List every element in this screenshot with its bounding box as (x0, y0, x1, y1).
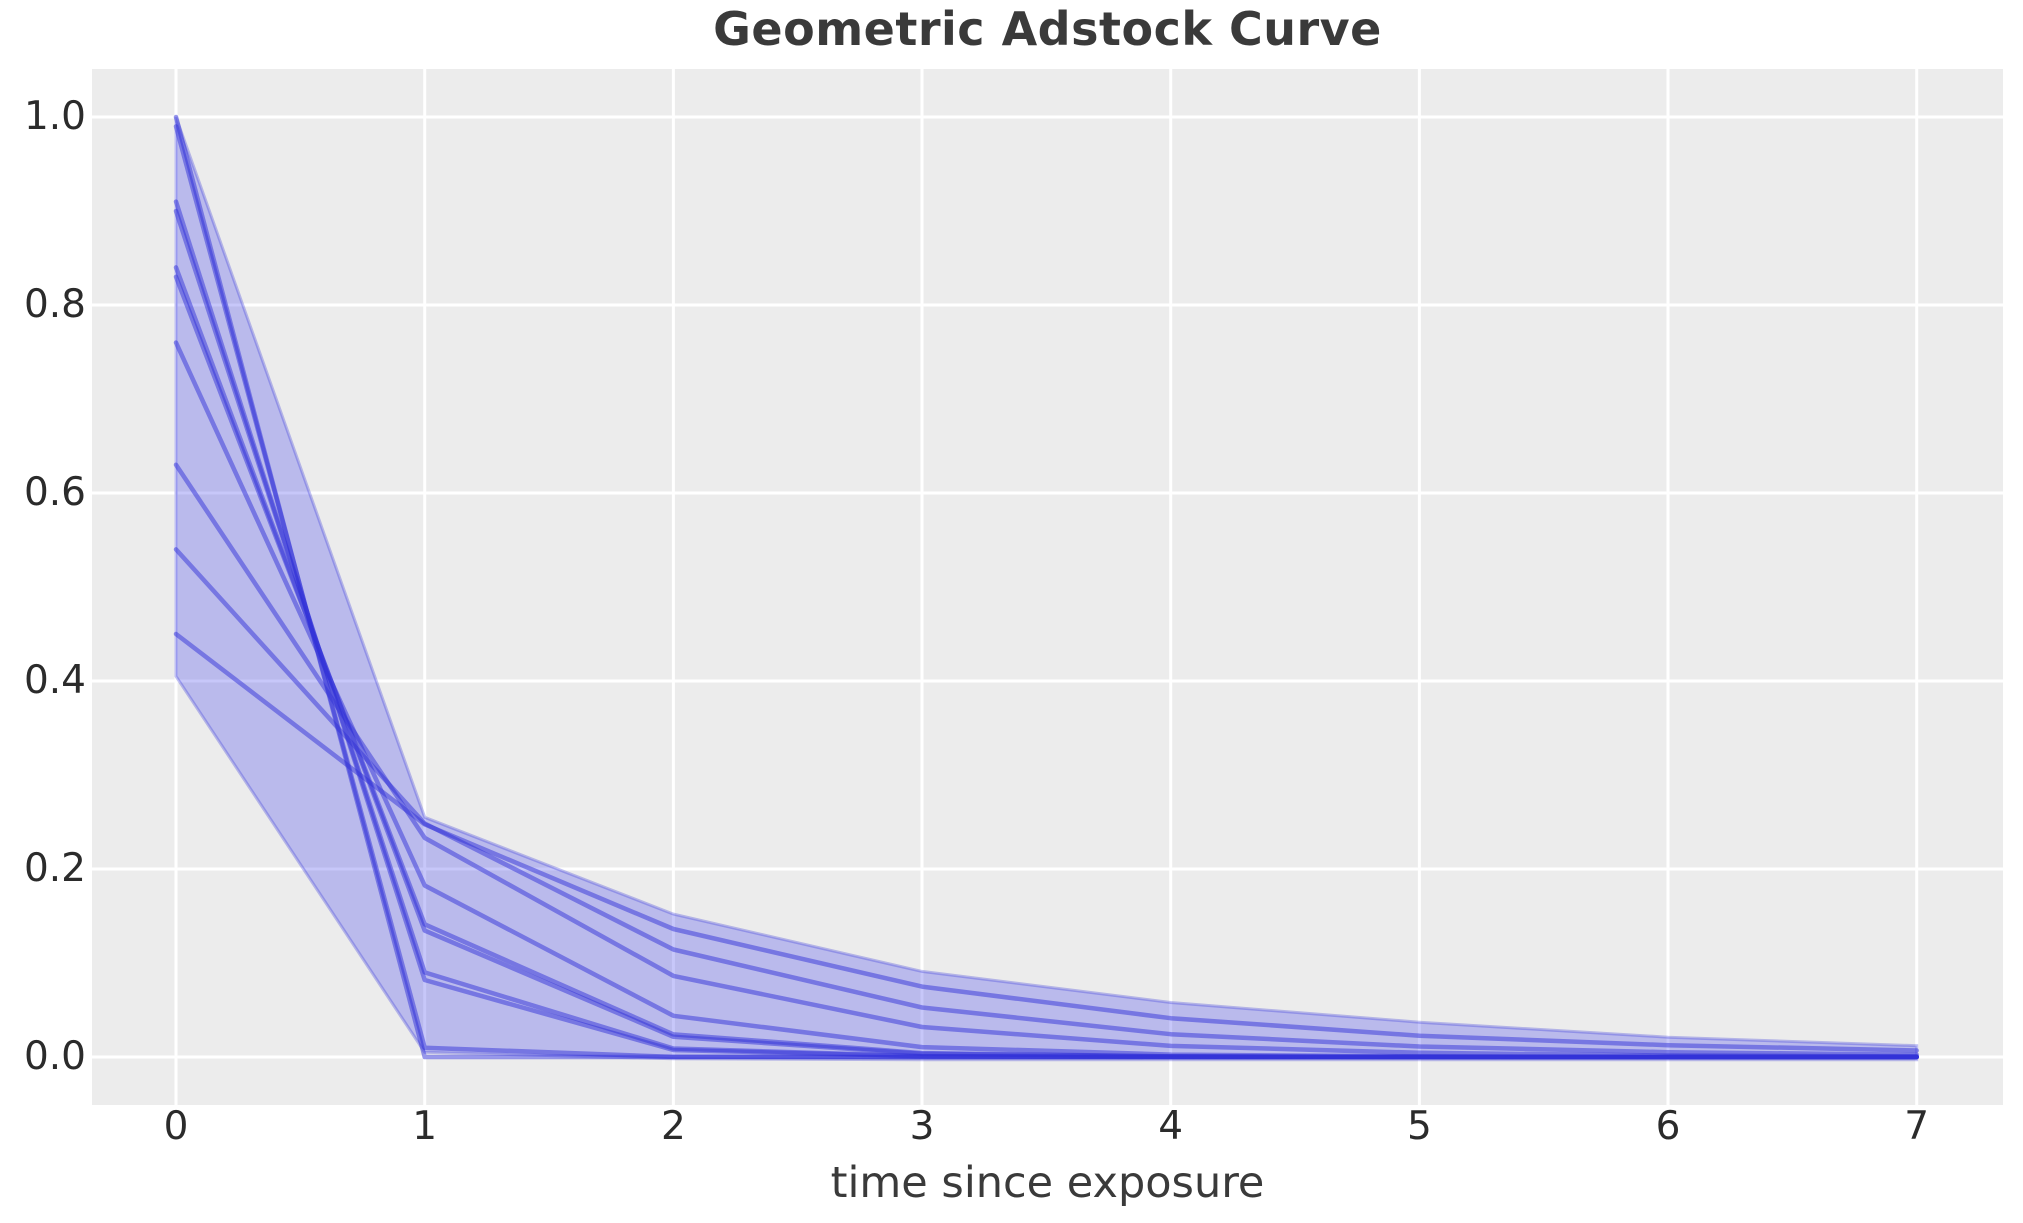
y-tick-label: 0.6 (23, 470, 86, 515)
adstock-curve-line-9 (173, 547, 1919, 1057)
x-tick-label: 2 (660, 1104, 686, 1149)
y-tick-label: 0.4 (23, 657, 86, 703)
adstock-curve-line-10 (173, 631, 1919, 1053)
x-tick-label: 3 (909, 1104, 935, 1149)
y-tick-label: 0.2 (23, 845, 86, 891)
x-tick-label: 6 (1655, 1104, 1681, 1149)
y-tick-label: 1.0 (23, 94, 86, 140)
adstock-curve-line-8 (173, 462, 1919, 1059)
x-tick-label: 5 (1406, 1104, 1432, 1149)
y-tick-label: 0.0 (23, 1033, 86, 1079)
x-tick-label: 0 (163, 1104, 189, 1149)
x-tick-label: 1 (412, 1104, 438, 1149)
x-axis-label: time since exposure (830, 1158, 1265, 1208)
x-tick-label: 7 (1904, 1104, 1930, 1149)
y-tick-label: 0.8 (23, 282, 86, 328)
x-tick-label: 4 (1158, 1104, 1184, 1149)
chart-title: Geometric Adstock Curve (713, 2, 1382, 56)
